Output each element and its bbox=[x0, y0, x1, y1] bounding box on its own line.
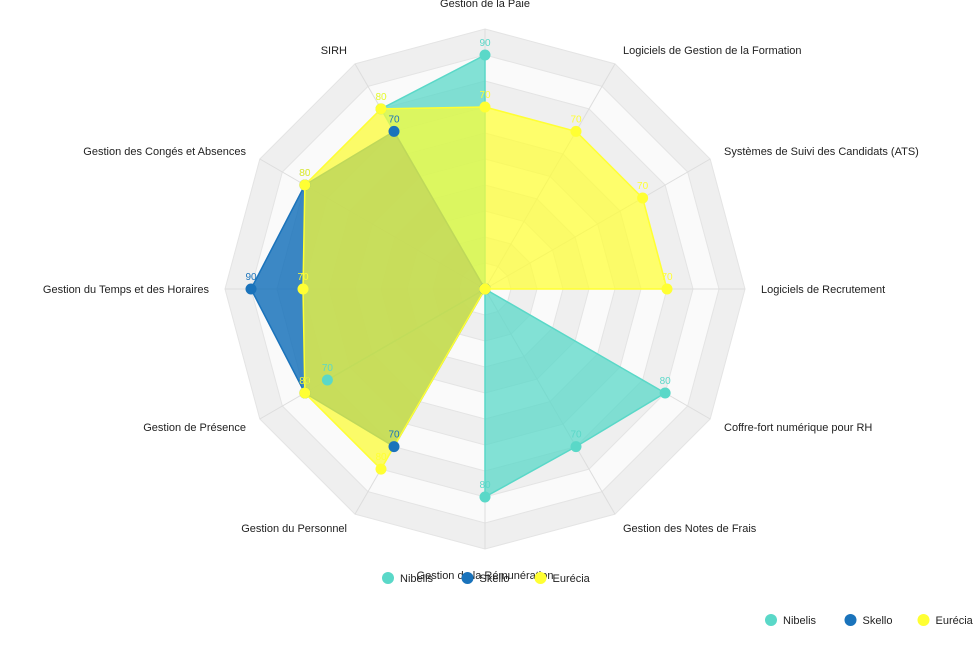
data-point[interactable] bbox=[479, 491, 491, 503]
axis-label: Gestion de Présence bbox=[143, 422, 246, 434]
data-label: 80 bbox=[375, 92, 387, 103]
legend-marker[interactable] bbox=[844, 614, 857, 626]
axis-label: Systèmes de Suivi des Candidats (ATS) bbox=[724, 146, 919, 158]
data-label: 80 bbox=[375, 92, 387, 103]
data-point[interactable] bbox=[479, 49, 491, 61]
axis-label: SIRH bbox=[321, 45, 347, 57]
data-point[interactable] bbox=[570, 125, 582, 137]
axis-label: Logiciels de Recrutement bbox=[761, 284, 885, 296]
axis-label: Gestion de la Paie bbox=[440, 0, 530, 10]
data-label: 70 bbox=[637, 181, 649, 192]
data-label: 70 bbox=[297, 272, 309, 283]
legend-label[interactable]: Nibelis bbox=[783, 615, 817, 627]
data-point[interactable] bbox=[659, 387, 671, 399]
data-label: 80 bbox=[479, 480, 491, 491]
data-label: 90 bbox=[479, 38, 491, 49]
axis-label: Gestion du Temps et des Horaires bbox=[43, 284, 210, 296]
data-label: 80 bbox=[375, 452, 387, 463]
data-point[interactable] bbox=[297, 283, 309, 295]
legend-marker[interactable] bbox=[765, 614, 777, 626]
axis-label: Coffre-fort numérique pour RH bbox=[724, 422, 872, 434]
data-label: 80 bbox=[299, 168, 311, 179]
data-point[interactable] bbox=[637, 192, 649, 204]
data-point[interactable] bbox=[479, 101, 491, 113]
radar-axis-labels: Gestion de la Paie Logiciels de Gestion d… bbox=[43, 0, 919, 582]
data-point[interactable] bbox=[299, 179, 311, 191]
radar-series-points bbox=[245, 49, 673, 503]
data-point[interactable] bbox=[479, 283, 491, 295]
data-label: 80 bbox=[299, 376, 311, 387]
legend-label[interactable]: Skello bbox=[863, 615, 893, 627]
legend-label[interactable]: Eurécia bbox=[553, 573, 591, 585]
data-label: 80 bbox=[660, 376, 672, 387]
data-point[interactable] bbox=[661, 283, 673, 295]
data-point[interactable] bbox=[375, 463, 387, 475]
data-label: 70 bbox=[322, 363, 334, 374]
data-label: 90 bbox=[245, 272, 257, 283]
data-label: 70 bbox=[661, 272, 673, 283]
axis-label: Gestion des Congés et Absences bbox=[83, 146, 246, 158]
data-label: 70 bbox=[570, 114, 582, 125]
axis-label: Logiciels de Gestion de la Formation bbox=[623, 45, 802, 57]
legend-marker[interactable] bbox=[382, 572, 394, 584]
legend-marker[interactable] bbox=[917, 614, 930, 626]
data-label: 70 bbox=[388, 114, 400, 125]
legend-bottom-right: Nibelis Skello Eurécia bbox=[765, 614, 974, 627]
axis-label: Gestion du Personnel bbox=[241, 523, 347, 535]
data-label: 80 bbox=[299, 168, 311, 179]
axis-label: Gestion des Notes de Frais bbox=[623, 523, 757, 535]
legend-label[interactable]: Skello bbox=[480, 573, 510, 585]
data-point[interactable] bbox=[388, 125, 400, 137]
legend-marker[interactable] bbox=[534, 572, 547, 584]
legend-label[interactable]: Nibelis bbox=[400, 573, 434, 585]
data-point[interactable] bbox=[375, 103, 387, 115]
legend-label[interactable]: Eurécia bbox=[936, 615, 974, 627]
data-label: 80 bbox=[299, 376, 311, 387]
data-point[interactable] bbox=[321, 374, 333, 386]
data-point[interactable] bbox=[570, 441, 582, 453]
data-point[interactable] bbox=[245, 283, 257, 295]
data-point[interactable] bbox=[388, 441, 400, 453]
data-label: 70 bbox=[479, 90, 491, 101]
legend-bottom: Nibelis Skello Eurécia bbox=[382, 572, 591, 585]
legend-marker[interactable] bbox=[461, 572, 474, 584]
data-point[interactable] bbox=[299, 387, 311, 399]
axis-label: Gestion de la Rémunération bbox=[417, 570, 554, 582]
data-label: 70 bbox=[570, 430, 582, 441]
data-label: 70 bbox=[388, 430, 400, 441]
